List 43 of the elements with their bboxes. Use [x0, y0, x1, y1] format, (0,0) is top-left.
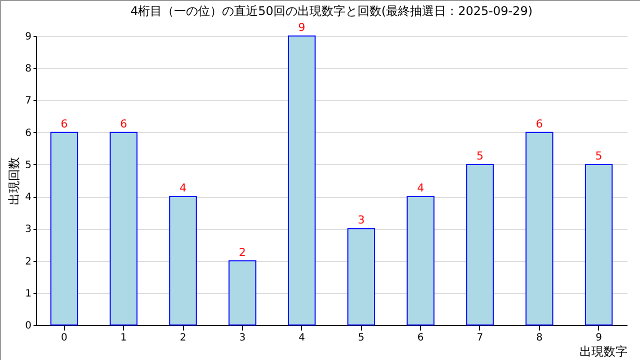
x-tick-label: 9: [596, 332, 602, 344]
data-label: 9: [298, 21, 306, 34]
bar: [466, 164, 494, 326]
y-tick-label: 9: [25, 32, 32, 42]
data-label: 6: [120, 117, 128, 130]
y-tick-label: 5: [25, 160, 32, 171]
chart-title: 4桁目（一の位）の直近50回の出現数字と回数(最終抽選日：2025-09-29): [130, 4, 533, 18]
data-label: 6: [536, 117, 543, 130]
bar: [228, 260, 256, 326]
x-tick-label: 3: [239, 332, 246, 344]
y-tick-label: 6: [25, 128, 32, 139]
x-tick-label: 0: [61, 332, 68, 344]
x-tick-label: 4: [298, 332, 305, 344]
y-tick-label: 0: [25, 320, 32, 332]
data-label: 4: [180, 182, 187, 195]
data-label: 5: [476, 149, 484, 162]
y-tick-label: 2: [25, 256, 32, 268]
x-tick-label: 8: [536, 332, 543, 344]
y-axis-title: 出現回数: [7, 157, 22, 205]
bar: [347, 228, 376, 326]
data-label: 6: [60, 117, 68, 130]
y-tick-label: 7: [25, 96, 32, 107]
bar: [526, 132, 554, 326]
data-label: 5: [595, 149, 602, 162]
data-label: 3: [358, 214, 365, 227]
x-tick-label: 2: [180, 332, 186, 344]
x-tick-label: 1: [120, 332, 127, 344]
bar: [584, 164, 613, 326]
y-tick-label: 3: [25, 224, 32, 236]
x-tick-label: 7: [476, 332, 484, 344]
y-tick-label: 1: [25, 288, 32, 300]
y-tick-label: 4: [25, 192, 32, 204]
bar: [50, 132, 78, 326]
bar: [169, 196, 197, 326]
bar: [288, 36, 316, 326]
y-tick-label: 8: [25, 64, 32, 75]
x-tick-label: 5: [358, 332, 364, 344]
bar: [406, 196, 434, 326]
bar: [110, 132, 138, 326]
data-label: 2: [238, 246, 246, 259]
data-label: 4: [417, 182, 424, 195]
x-tick-label: 6: [417, 332, 424, 344]
x-axis-title: 出現数字: [580, 344, 628, 358]
